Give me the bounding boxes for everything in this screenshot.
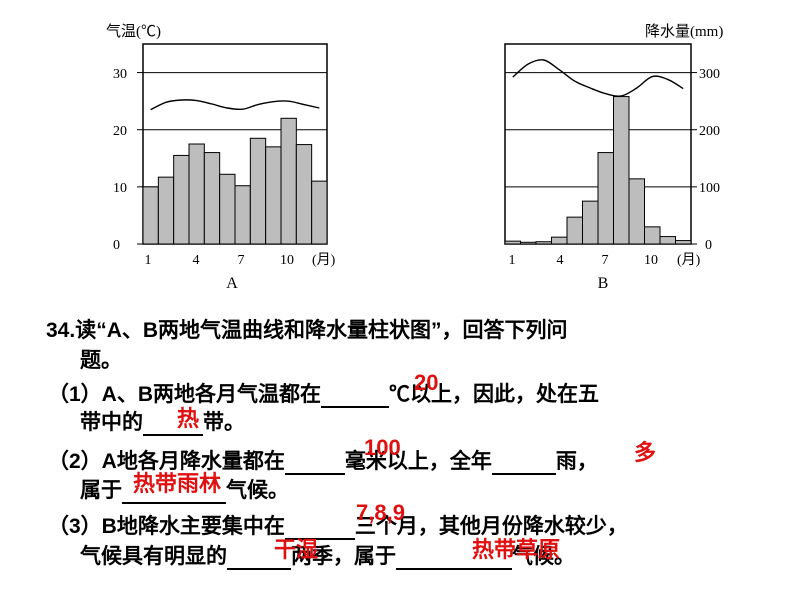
chart-a-xtick-1: 1 xyxy=(145,253,152,268)
answer-blank-1[interactable] xyxy=(321,384,390,408)
chart-b-bar-2 xyxy=(520,241,537,245)
answer-3: 100 xyxy=(364,435,401,460)
answer-blank-8[interactable] xyxy=(396,546,512,570)
chart-b-ylabel: 降水量(mm) xyxy=(645,23,723,40)
subquestion-2-line1: （2）A地各月降水量都在 毫米以上，全年 雨， xyxy=(48,445,598,475)
q1-text-d: 带。 xyxy=(203,411,245,434)
question-stem: 读“A、B两地气温曲线和降水量柱状图”，回答下列问 xyxy=(75,319,568,342)
chart-a-bar-1 xyxy=(142,186,159,245)
answer-4: 多 xyxy=(634,440,657,465)
chart-b-bar-9 xyxy=(628,178,645,245)
chart-a-xtick-10: 10 xyxy=(280,253,294,268)
question-stem-line2: 题。 xyxy=(80,344,122,374)
chart-b-xtick-1: 1 xyxy=(509,253,516,268)
answer-1: 20 xyxy=(414,370,439,395)
chart-a-ytick-0: 0 xyxy=(113,238,120,253)
chart-b-label: B xyxy=(598,275,609,292)
question-stem-line1: 34.读“A、B两地气温曲线和降水量柱状图”，回答下列问 xyxy=(46,314,568,344)
chart-b-xtick-4: 4 xyxy=(557,253,564,268)
chart-a-label: A xyxy=(226,275,238,292)
chart-a-bar-12 xyxy=(311,180,328,245)
answer-8: 热带草原 xyxy=(472,537,561,562)
subquestion-2-line2: 属于 气候。 xyxy=(80,474,289,504)
answer-blank-3[interactable] xyxy=(284,451,345,475)
chart-b-xlabel: (月) xyxy=(677,252,701,268)
q1-text-b: ℃以上，因此，处在五 xyxy=(389,383,600,406)
q3-text-a: （3）B地降水主要集中在 xyxy=(48,515,285,538)
chart-a-bar-8 xyxy=(249,137,267,245)
chart-b-bar-12 xyxy=(675,240,692,245)
climate-charts: 气温(℃) 0 10 20 30 1 4 7 10 (月) A 降水量(mm) … xyxy=(106,23,723,292)
chart-b-ytick-100: 100 xyxy=(699,181,720,196)
subquestion-1-line2: 带中的 带。 xyxy=(80,406,245,436)
chart-b-ytick-200: 200 xyxy=(699,124,720,139)
q1-text-a: （1）A、B两地各月气温都在 xyxy=(48,383,322,406)
chart-b-bar-6 xyxy=(582,200,599,245)
chart-b-bar-3 xyxy=(535,241,552,245)
chart-a-bar-5 xyxy=(203,152,221,245)
subquestion-3-line2: 气候具有明显的 两季，属于 气候。 xyxy=(80,540,575,570)
chart-b: 降水量(mm) 0 100 200 300 1 4 7 10 (月) B xyxy=(504,23,723,292)
chart-b-ytick-0: 0 xyxy=(705,238,712,253)
q2-text-d: 属于 xyxy=(80,479,122,502)
chart-b-bar-11 xyxy=(659,236,676,245)
answer-blank-6[interactable] xyxy=(284,516,355,540)
subquestion-1-line1: （1）A、B两地各月气温都在 ℃以上，因此，处在五 xyxy=(48,378,599,408)
chart-a-ytick-20: 20 xyxy=(113,124,127,139)
answer-2: 热 xyxy=(177,406,200,431)
q2-text-a: （2）A地各月降水量都在 xyxy=(48,450,285,473)
chart-b-bar-10 xyxy=(644,226,661,245)
chart-a-bar-3 xyxy=(173,154,190,245)
question-number: 34. xyxy=(46,319,76,342)
chart-b-xtick-7: 7 xyxy=(602,253,609,268)
q3-text-b: 三个月，其他月份降水较少， xyxy=(354,515,628,538)
chart-a-xtick-4: 4 xyxy=(193,253,200,268)
q2-text-e: 气候。 xyxy=(226,479,289,502)
chart-a-bar-4 xyxy=(188,143,205,245)
chart-b-ytick-300: 300 xyxy=(699,67,720,82)
chart-b-bar-4 xyxy=(551,236,568,245)
q2-text-b: 毫米以上，全年 xyxy=(344,450,492,473)
chart-a-xtick-7: 7 xyxy=(238,253,245,268)
chart-a: 气温(℃) 0 10 20 30 1 4 7 10 (月) A xyxy=(106,23,336,292)
chart-a-ylabel: 气温(℃) xyxy=(106,23,161,40)
question-stem-cont: 题。 xyxy=(80,349,122,372)
chart-a-bar-7 xyxy=(234,185,251,245)
chart-a-ytick-10: 10 xyxy=(113,181,127,196)
q1-text-c: 带中的 xyxy=(80,411,143,434)
answer-blank-4[interactable] xyxy=(491,451,556,475)
answer-7: 干湿 xyxy=(274,537,319,562)
chart-b-bar-5 xyxy=(566,216,583,245)
chart-a-bar-11 xyxy=(295,144,313,245)
answer-blank-7[interactable] xyxy=(227,546,291,570)
chart-b-bar-8 xyxy=(613,96,630,245)
chart-b-xtick-10: 10 xyxy=(644,253,658,268)
answer-blank-2[interactable] xyxy=(143,412,203,436)
answer-blank-5[interactable] xyxy=(122,480,226,504)
chart-a-xlabel: (月) xyxy=(312,252,336,268)
answer-6: 7,8,9 xyxy=(356,500,405,525)
subquestion-3-line1: （3）B地降水主要集中在 三个月，其他月份降水较少， xyxy=(48,510,628,540)
q3-text-d: 两季，属于 xyxy=(291,545,396,568)
chart-b-temperature-curve xyxy=(512,59,684,97)
q2-text-c: 雨， xyxy=(555,450,598,473)
chart-a-ytick-30: 30 xyxy=(113,67,127,82)
answer-5: 热带雨林 xyxy=(133,471,222,496)
chart-b-bar-1 xyxy=(504,240,521,245)
chart-b-bar-7 xyxy=(597,152,614,245)
chart-a-bar-10 xyxy=(280,117,297,245)
chart-a-bar-6 xyxy=(219,173,236,245)
q3-text-c: 气候具有明显的 xyxy=(80,545,227,568)
q3-text-e: 气候。 xyxy=(512,545,575,568)
chart-a-temperature-curve xyxy=(150,99,320,111)
chart-a-bar-9 xyxy=(265,146,282,245)
chart-a-bar-2 xyxy=(157,176,175,245)
